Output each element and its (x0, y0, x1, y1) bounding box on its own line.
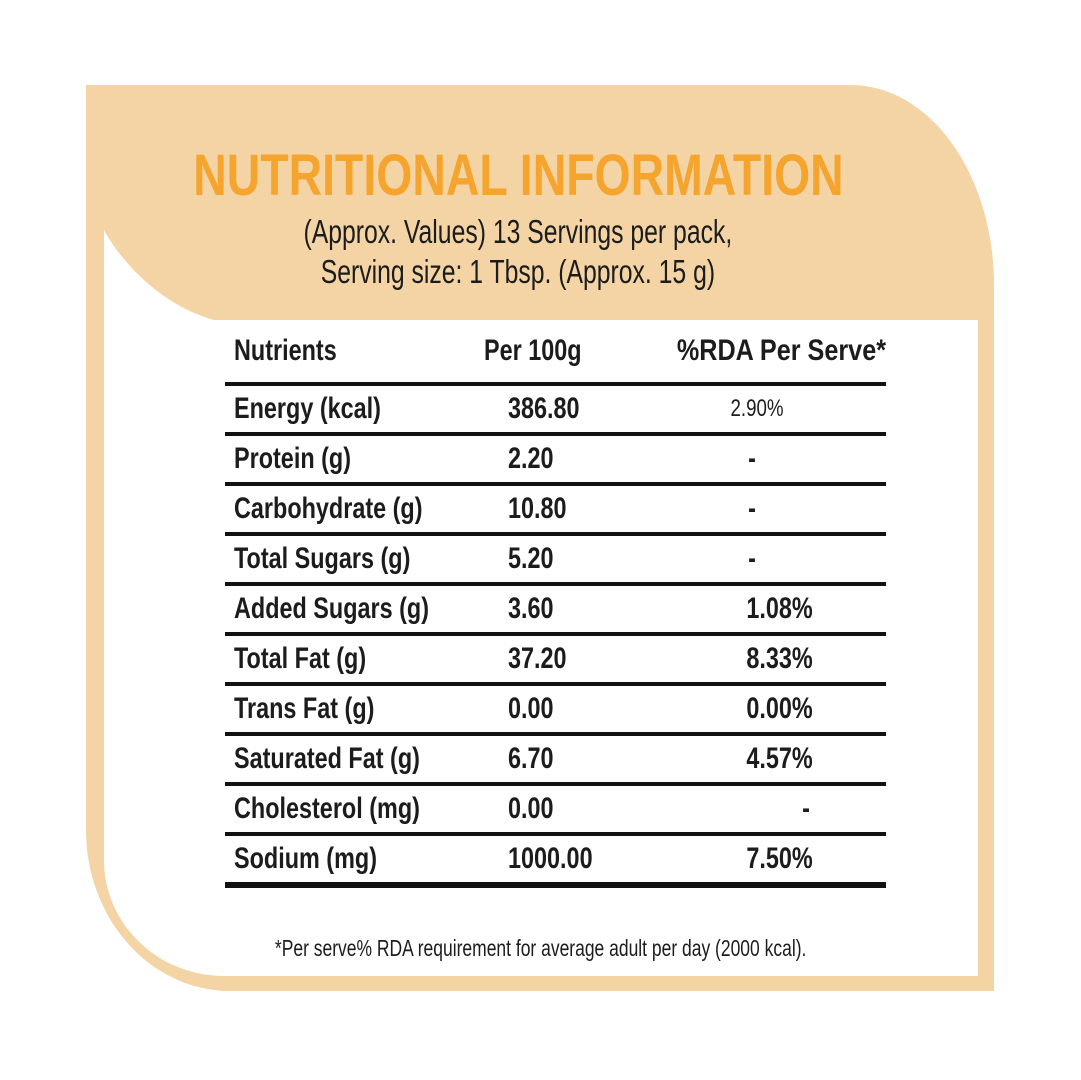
nutrient-cell: Added Sugars (g) (234, 592, 430, 625)
per-100g-cell: 10.80 (508, 492, 567, 525)
table-row: Protein (g) 2.20 - (225, 436, 886, 486)
per-100g-cell: 5.20 (508, 542, 554, 575)
nutrient-cell: Carbohydrate (g) (234, 492, 423, 525)
nutrient-cell: Saturated Fat (g) (234, 742, 420, 775)
rda-cell: - (748, 442, 756, 475)
per-100g-cell: 0.00 (508, 692, 554, 725)
table-row: Total Fat (g) 37.20 8.33% (225, 636, 886, 686)
rda-cell: 0.00% (746, 692, 814, 725)
rda-cell: - (802, 792, 810, 825)
column-header-nutrients: Nutrients (234, 334, 337, 367)
rda-cell: 7.50% (746, 842, 814, 875)
serving-info-line-1: (Approx. Values) 13 Servings per pack, (303, 213, 733, 250)
per-100g-cell: 3.60 (508, 592, 554, 625)
rda-cell: 8.33% (746, 642, 814, 675)
per-100g-cell: 2.20 (508, 442, 554, 475)
table-body: Energy (kcal) 386.80 2.90% Protein (g) 2… (225, 386, 886, 888)
nutrient-cell: Protein (g) (234, 442, 351, 475)
per-100g-cell: 0.00 (508, 792, 554, 825)
per-100g-cell: 37.20 (508, 642, 567, 675)
serving-info-line-2: Serving size: 1 Tbsp. (Approx. 15 g) (320, 253, 716, 290)
column-header-rda-per-serve: %RDA Per Serve* (676, 334, 886, 367)
rda-cell: 2.90% (730, 395, 784, 422)
table-row: Carbohydrate (g) 10.80 - (225, 486, 886, 536)
column-header-per-100g: Per 100g (484, 334, 582, 367)
rda-cell: 4.57% (746, 742, 814, 775)
nutrient-cell: Energy (kcal) (234, 392, 381, 425)
table-row: Sodium (mg) 1000.00 7.50% (225, 836, 886, 888)
table-row: Saturated Fat (g) 6.70 4.57% (225, 736, 886, 786)
table-row: Cholesterol (mg) 0.00 - (225, 786, 886, 836)
nutrient-cell: Total Sugars (g) (234, 542, 411, 575)
per-100g-cell: 6.70 (508, 742, 554, 775)
table-row: Total Sugars (g) 5.20 - (225, 536, 886, 586)
rda-cell: - (748, 542, 756, 575)
page-title-text: NUTRITIONAL INFORMATION (192, 143, 844, 208)
serving-info: (Approx. Values) 13 Servings per pack, S… (86, 212, 994, 292)
table-row: Added Sugars (g) 3.60 1.08% (225, 586, 886, 636)
nutrient-cell: Total Fat (g) (234, 642, 367, 675)
nutrient-cell: Trans Fat (g) (234, 692, 375, 725)
per-100g-cell: 386.80 (508, 392, 580, 425)
nutrition-table: Nutrients Per 100g %RDA Per Serve* Energ… (225, 320, 886, 888)
table-row: Trans Fat (g) 0.00 0.00% (225, 686, 886, 736)
rda-footnote: *Per serve% RDA requirement for average … (275, 935, 807, 961)
nutrient-cell: Cholesterol (mg) (234, 792, 420, 825)
rda-cell: - (748, 492, 756, 525)
per-100g-cell: 1000.00 (508, 842, 593, 875)
nutrient-cell: Sodium (mg) (234, 842, 377, 875)
page-title: NUTRITIONAL INFORMATION (86, 147, 994, 205)
table-header-row: Nutrients Per 100g %RDA Per Serve* (225, 320, 886, 386)
table-row: Energy (kcal) 386.80 2.90% (225, 386, 886, 436)
rda-cell: 1.08% (746, 592, 814, 625)
